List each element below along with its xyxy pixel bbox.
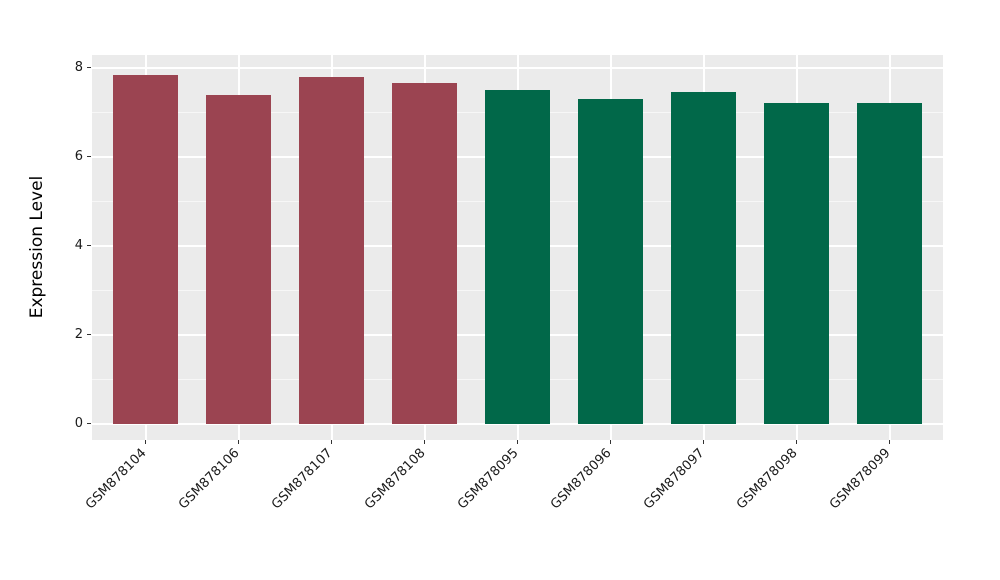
y-tick-label: 2	[74, 327, 83, 343]
x-tick-mark	[331, 440, 332, 444]
x-tick-label-text: GSM878104	[82, 445, 150, 513]
x-tick-mark	[610, 440, 611, 444]
x-tick-mark	[145, 440, 146, 444]
x-tick-label-text: GSM878108	[361, 445, 429, 513]
x-tick-label-text: GSM878095	[454, 445, 522, 513]
x-tick-label-text: GSM878106	[175, 445, 243, 513]
y-tick-mark	[87, 67, 91, 69]
x-tick-mark	[424, 440, 425, 444]
bar	[205, 94, 272, 424]
bar	[763, 103, 830, 424]
x-tick-label-text: GSM878096	[547, 445, 615, 513]
bar	[856, 103, 923, 424]
bar	[391, 83, 458, 424]
y-tick-label: 0	[74, 416, 83, 432]
x-tick-label-text: GSM878097	[640, 445, 708, 513]
x-tick-label-text: GSM878099	[826, 445, 894, 513]
x-tick-label-text: GSM878098	[733, 445, 801, 513]
bar	[112, 74, 179, 424]
y-tick-mark	[87, 156, 91, 158]
bar	[484, 90, 551, 424]
y-tick-mark	[87, 423, 91, 425]
x-tick-mark	[703, 440, 704, 444]
x-tick-label-text: GSM878107	[268, 445, 336, 513]
x-tick-mark	[517, 440, 518, 444]
x-tick-mark	[889, 440, 890, 444]
plot-panel	[92, 55, 943, 440]
bar	[298, 76, 365, 424]
x-tick-mark	[238, 440, 239, 444]
y-tick-label: 6	[74, 149, 83, 165]
y-tick-label: 4	[74, 238, 83, 254]
y-tick-label: 8	[74, 60, 83, 76]
y-tick-mark	[87, 245, 91, 247]
x-tick-mark	[796, 440, 797, 444]
y-tick-mark	[87, 334, 91, 336]
bar	[670, 92, 737, 424]
bar	[577, 99, 644, 424]
